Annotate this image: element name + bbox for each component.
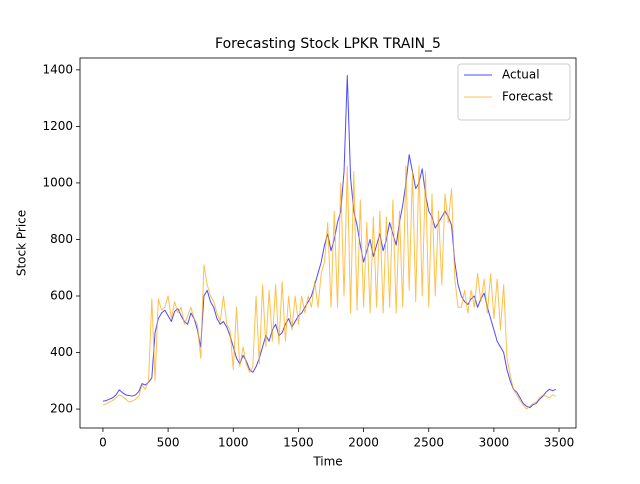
series-line <box>102 75 556 409</box>
y-tick-label: 1000 <box>42 175 73 189</box>
y-tick-label: 600 <box>50 288 73 302</box>
x-tick-label: 3000 <box>479 436 510 450</box>
x-axis-label: Time <box>312 455 342 469</box>
x-tick-label: 2000 <box>348 436 379 450</box>
series-line <box>102 165 556 410</box>
legend-label: Forecast <box>502 90 553 104</box>
x-tick-label: 1500 <box>283 436 314 450</box>
x-tick-label: 0 <box>99 436 107 450</box>
legend-label: Actual <box>502 68 540 82</box>
y-tick-label: 1200 <box>42 119 73 133</box>
chart-title: Forecasting Stock LPKR TRAIN_5 <box>215 36 441 52</box>
x-tick-label: 2500 <box>413 436 444 450</box>
x-tick-label: 500 <box>157 436 180 450</box>
y-axis-label: Stock Price <box>15 210 29 276</box>
y-tick-label: 400 <box>50 345 73 359</box>
legend-box <box>457 63 571 121</box>
x-tick-label: 1000 <box>218 436 249 450</box>
y-tick-label: 200 <box>50 402 73 416</box>
x-tick-label: 3500 <box>544 436 575 450</box>
plot-frame <box>79 57 577 429</box>
y-tick-label: 800 <box>50 232 73 246</box>
y-tick-label: 1400 <box>42 62 73 76</box>
